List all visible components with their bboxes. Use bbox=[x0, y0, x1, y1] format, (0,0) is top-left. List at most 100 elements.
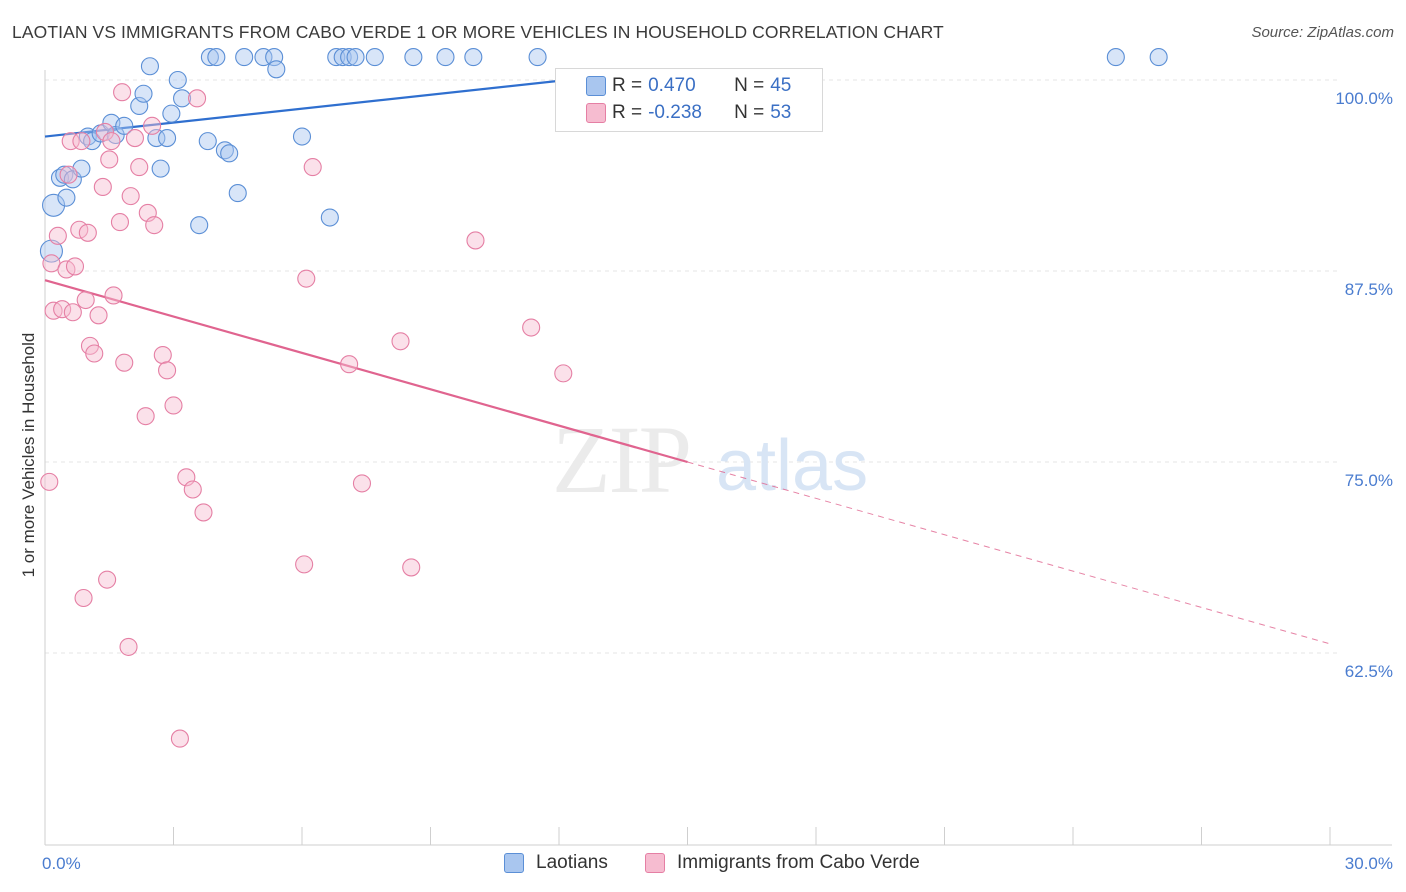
data-point bbox=[1149, 48, 1168, 67]
data-point bbox=[113, 83, 132, 102]
data-point bbox=[102, 132, 121, 151]
series-label-laotians: Laotians bbox=[536, 852, 608, 873]
y-tick-label: 75.0% bbox=[1345, 471, 1393, 490]
y-tick-label: 100.0% bbox=[1335, 89, 1393, 108]
data-point bbox=[365, 48, 384, 67]
legend-r-value: -0.238 bbox=[648, 102, 702, 123]
data-point bbox=[98, 570, 117, 589]
data-point bbox=[254, 48, 273, 67]
data-point bbox=[119, 637, 138, 656]
data-point bbox=[130, 158, 149, 177]
data-point bbox=[145, 216, 164, 235]
data-point bbox=[1106, 48, 1125, 67]
data-point bbox=[65, 257, 85, 276]
data-point bbox=[194, 503, 213, 522]
data-point bbox=[352, 474, 372, 493]
watermark: ZIP atlas bbox=[552, 406, 868, 513]
series-legend: Laotians Immigrants from Cabo Verde bbox=[0, 852, 1406, 878]
data-point bbox=[143, 116, 162, 135]
y-tick-label: 87.5% bbox=[1345, 280, 1393, 299]
data-point bbox=[153, 345, 172, 365]
data-point bbox=[402, 558, 421, 577]
y-tick-label: 62.5% bbox=[1345, 662, 1393, 681]
legend-row-laotians: R = 0.470 N = 45 bbox=[586, 73, 792, 99]
data-point bbox=[200, 48, 219, 67]
data-point bbox=[121, 187, 140, 206]
data-point bbox=[464, 48, 483, 67]
data-point bbox=[42, 193, 66, 217]
series-label-cabo-verde: Immigrants from Cabo Verde bbox=[677, 852, 920, 873]
legend-r-value: 0.470 bbox=[648, 75, 696, 96]
legend-row-cabo-verde: R = -0.238 N = 53 bbox=[586, 100, 792, 126]
data-point bbox=[198, 132, 217, 151]
trend-line bbox=[44, 72, 624, 138]
data-point bbox=[404, 48, 423, 67]
data-point bbox=[183, 480, 202, 499]
data-point bbox=[61, 132, 80, 151]
data-point bbox=[333, 48, 352, 67]
data-points bbox=[39, 48, 1168, 748]
data-point bbox=[53, 300, 72, 319]
trend-line-extension bbox=[687, 461, 1331, 645]
data-point bbox=[267, 60, 286, 79]
data-point bbox=[162, 104, 181, 123]
legend-r-label: R = bbox=[612, 75, 643, 96]
legend-n-value: 45 bbox=[770, 75, 792, 96]
chart-title: LAOTIAN VS IMMIGRANTS FROM CABO VERDE 1 … bbox=[12, 22, 944, 42]
data-point bbox=[63, 303, 82, 322]
data-point bbox=[40, 472, 59, 491]
data-point bbox=[74, 588, 93, 608]
data-point bbox=[292, 127, 312, 146]
y-axis-label: 1 or more Vehicles in Household bbox=[19, 333, 38, 578]
data-point bbox=[340, 355, 359, 374]
data-point bbox=[295, 555, 314, 574]
data-point bbox=[95, 122, 115, 142]
data-point bbox=[76, 290, 95, 310]
data-point bbox=[85, 344, 104, 363]
data-point bbox=[78, 223, 97, 242]
series-swatch-blue bbox=[504, 853, 524, 873]
data-point bbox=[466, 231, 485, 250]
data-point bbox=[228, 184, 247, 203]
data-point bbox=[346, 48, 365, 67]
data-point bbox=[528, 48, 547, 67]
gridlines bbox=[45, 79, 1340, 654]
series-swatch-pink bbox=[645, 853, 665, 873]
watermark-atlas: atlas bbox=[716, 426, 868, 506]
data-point bbox=[303, 158, 322, 177]
series-legend-laotians: Laotians bbox=[504, 852, 608, 874]
data-point bbox=[48, 226, 67, 245]
legend-n-label: N = bbox=[734, 75, 765, 96]
data-point bbox=[164, 396, 183, 415]
data-point bbox=[158, 129, 177, 148]
data-point bbox=[110, 213, 130, 232]
series-legend-cabo-verde: Immigrants from Cabo Verde bbox=[645, 852, 920, 874]
trend-line bbox=[44, 279, 688, 464]
data-point bbox=[170, 729, 189, 748]
data-point bbox=[55, 165, 74, 184]
data-point bbox=[554, 364, 573, 383]
data-point bbox=[235, 48, 254, 67]
legend-swatch-blue bbox=[586, 76, 606, 96]
data-point bbox=[220, 144, 239, 163]
data-point bbox=[151, 159, 170, 178]
x-tick-label: 30.0% bbox=[1345, 854, 1393, 873]
data-point bbox=[134, 84, 153, 103]
data-point bbox=[57, 188, 76, 207]
data-point bbox=[190, 216, 209, 235]
data-point bbox=[93, 177, 112, 197]
tick-labels: 100.0% 87.5% 75.0% 62.5% 0.0% 30.0% bbox=[42, 89, 1393, 873]
legend-n-value: 53 bbox=[770, 102, 792, 123]
data-point bbox=[340, 48, 359, 67]
data-point bbox=[168, 70, 187, 90]
data-point bbox=[522, 318, 541, 337]
data-point bbox=[115, 353, 134, 372]
data-point bbox=[320, 208, 339, 227]
data-point bbox=[173, 89, 192, 108]
data-point bbox=[158, 361, 177, 380]
data-point bbox=[136, 407, 155, 426]
data-point bbox=[436, 48, 455, 67]
data-point bbox=[207, 48, 226, 67]
data-point bbox=[391, 332, 410, 351]
